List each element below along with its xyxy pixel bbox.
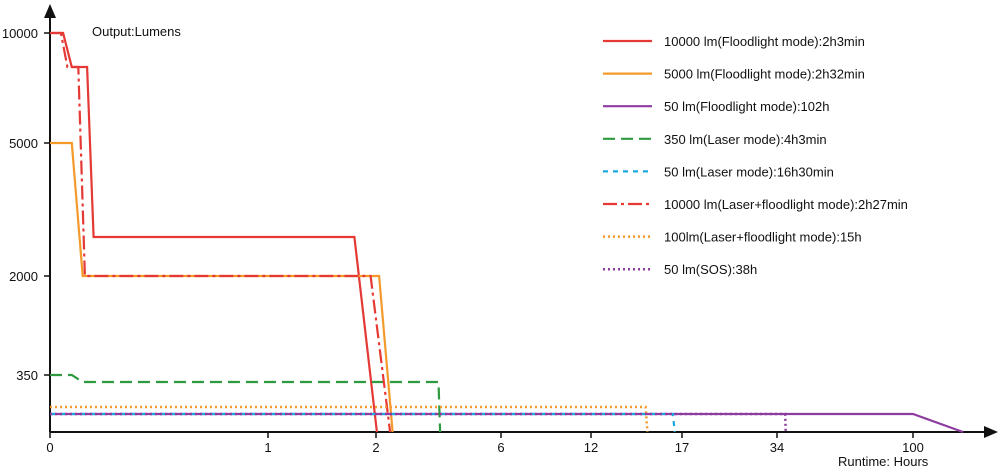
legend: 10000 lm(Floodlight mode):2h3min 5000 lm(… — [603, 34, 908, 277]
legend-label: 10000 lm(Floodlight mode):2h3min — [664, 34, 865, 49]
x-tick-label: 12 — [584, 440, 598, 455]
series-line-7 — [50, 405, 649, 433]
series-line-3 — [50, 412, 964, 434]
series-line-6 — [50, 31, 392, 433]
x-tick-label: 2 — [372, 440, 379, 455]
x-axis-label: Runtime: Hours — [838, 454, 929, 468]
x-axis-arrow — [984, 426, 998, 438]
x-ticks: 0 1 2 6 12 17 34 100 — [46, 432, 924, 455]
x-tick-label: 17 — [675, 440, 689, 455]
series-line-5 — [50, 412, 676, 433]
x-tick-label: 34 — [770, 440, 784, 455]
x-tick-label: 0 — [46, 440, 53, 455]
y-tick-label: 2000 — [9, 269, 38, 284]
legend-label: 10000 lm(Laser+floodlight mode):2h27min — [664, 197, 908, 212]
legend-label: 350 lm(Laser mode):4h3min — [664, 132, 827, 147]
y-tick-label: 350 — [16, 368, 38, 383]
legend-label: 50 lm(Floodlight mode):102h — [664, 99, 829, 114]
chart-title: Output:Lumens — [92, 24, 181, 39]
legend-label: 50 lm(Laser mode):16h30min — [664, 164, 834, 179]
series-line-1 — [50, 31, 378, 433]
series-line-8 — [50, 412, 787, 433]
y-tick-label: 10000 — [2, 26, 38, 41]
x-tick-label: 100 — [902, 440, 924, 455]
series-layer — [50, 31, 964, 434]
y-ticks: 10000 5000 2000 350 — [2, 26, 50, 383]
legend-label: 50 lm(SOS):38h — [664, 262, 757, 277]
series-line-4 — [50, 373, 442, 433]
x-tick-label: 1 — [264, 440, 271, 455]
legend-label: 5000 lm(Floodlight mode):2h32min — [664, 67, 865, 82]
x-tick-label: 6 — [497, 440, 504, 455]
y-tick-label: 5000 — [9, 136, 38, 151]
legend-label: 100lm(Laser+floodlight mode):15h — [664, 230, 862, 245]
y-axis-arrow — [44, 4, 56, 18]
series-line-2 — [50, 141, 394, 433]
